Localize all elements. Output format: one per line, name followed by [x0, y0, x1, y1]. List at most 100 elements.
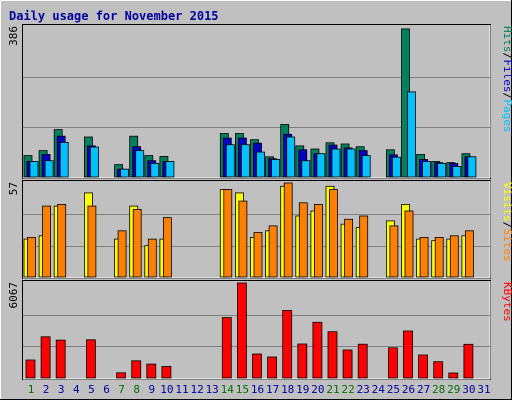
max-label-kbytes: 6067 — [7, 282, 20, 309]
bar-pages-day-21 — [331, 148, 341, 178]
bar-pages-day-2 — [44, 160, 54, 178]
day-label-24: 24 — [372, 383, 386, 396]
legend-kbytes: KBytes — [501, 282, 512, 322]
day-label-23: 23 — [357, 383, 370, 396]
day-label-3: 3 — [58, 383, 65, 396]
legend-item-sites: Sites — [501, 229, 512, 262]
day-label-27: 27 — [417, 383, 430, 396]
bar-pages-day-20 — [316, 153, 326, 178]
bar-sites-day-16 — [253, 232, 263, 278]
chart-title: Daily usage for November 2015 — [9, 9, 219, 23]
day-label-10: 10 — [160, 383, 173, 396]
bar-sites-day-7 — [117, 230, 127, 278]
legend-separator: / — [501, 52, 512, 59]
bar-kbytes-day-19 — [297, 343, 308, 379]
bar-kbytes-day-27 — [418, 354, 429, 379]
bar-pages-day-14 — [225, 144, 235, 178]
bar-kbytes-day-8 — [131, 360, 142, 379]
day-label-13: 13 — [206, 383, 219, 396]
bar-sites-day-26 — [404, 210, 414, 278]
bar-sites-day-20 — [313, 203, 323, 278]
bar-sites-day-25 — [389, 225, 399, 278]
bar-sites-day-14 — [223, 189, 233, 278]
bar-kbytes-day-22 — [342, 349, 353, 379]
bar-kbytes-day-29 — [448, 372, 459, 379]
day-label-8: 8 — [133, 383, 140, 396]
bar-kbytes-day-14 — [221, 317, 232, 379]
day-label-21: 21 — [326, 383, 339, 396]
day-label-14: 14 — [221, 383, 235, 396]
bar-kbytes-day-23 — [357, 343, 368, 379]
bar-kbytes-day-7 — [116, 372, 126, 379]
bar-sites-day-18 — [283, 182, 293, 278]
bar-sites-day-22 — [344, 218, 354, 278]
legend-visits-sites: Visits/Sites — [501, 182, 512, 262]
bar-sites-day-15 — [238, 200, 248, 278]
bar-sites-day-27 — [419, 236, 429, 278]
bar-pages-day-27 — [422, 161, 432, 178]
bar-sites-day-23 — [359, 215, 369, 278]
bar-pages-day-26 — [407, 91, 416, 178]
bar-sites-day-19 — [298, 202, 308, 278]
bar-pages-day-25 — [391, 156, 401, 178]
bar-sites-day-8 — [132, 208, 142, 278]
legend-item-files: Files — [501, 59, 512, 92]
day-label-11: 11 — [175, 383, 188, 396]
bar-pages-day-22 — [346, 148, 356, 178]
day-label-15: 15 — [236, 383, 249, 396]
bar-sites-day-2 — [42, 205, 51, 278]
day-label-28: 28 — [432, 383, 445, 396]
bar-kbytes-day-30 — [463, 343, 474, 379]
legend-separator: / — [501, 92, 512, 99]
bar-pages-day-10 — [165, 161, 175, 178]
bar-pages-day-16 — [256, 151, 265, 178]
max-label-hits-files-pages: 386 — [7, 26, 20, 46]
day-label-25: 25 — [387, 383, 400, 396]
bar-kbytes-day-17 — [267, 356, 278, 379]
bar-pages-day-9 — [150, 162, 160, 178]
bar-pages-day-30 — [467, 156, 477, 178]
legend-hits-files-pages: Hits/Files/Pages — [501, 26, 512, 133]
day-label-31: 31 — [477, 383, 490, 396]
legend-item-hits: Hits — [501, 26, 512, 53]
bar-kbytes-day-16 — [252, 353, 262, 379]
bar-sites-day-30 — [464, 230, 474, 278]
bar-pages-day-15 — [240, 144, 250, 178]
day-label-12: 12 — [190, 383, 203, 396]
bar-kbytes-day-20 — [312, 321, 323, 379]
bar-sites-day-21 — [329, 189, 338, 278]
bar-pages-day-7 — [120, 168, 129, 178]
day-label-29: 29 — [447, 383, 460, 396]
bar-pages-day-18 — [286, 136, 296, 178]
bar-pages-day-29 — [452, 166, 462, 178]
bar-sites-day-17 — [268, 225, 278, 278]
bar-kbytes-day-21 — [327, 331, 338, 379]
day-label-30: 30 — [462, 383, 475, 396]
legend-item-pages: Pages — [501, 99, 512, 132]
bar-pages-day-1 — [29, 161, 39, 178]
bar-kbytes-day-1 — [25, 359, 36, 379]
bar-kbytes-day-25 — [387, 347, 398, 379]
day-label-16: 16 — [251, 383, 264, 396]
bar-kbytes-day-10 — [161, 365, 172, 379]
bar-sites-day-28 — [434, 236, 444, 278]
day-label-6: 6 — [103, 383, 110, 396]
bar-pages-day-5 — [90, 146, 99, 178]
bar-kbytes-day-2 — [40, 336, 51, 379]
day-label-22: 22 — [341, 383, 354, 396]
bar-sites-day-5 — [87, 205, 97, 278]
bar-pages-day-23 — [361, 155, 371, 178]
bar-pages-day-17 — [271, 159, 281, 178]
legend-item-visits: Visits — [501, 182, 512, 222]
bar-sites-day-1 — [27, 236, 36, 278]
day-label-18: 18 — [281, 383, 294, 396]
bar-sites-day-3 — [57, 203, 67, 278]
legend-separator: / — [501, 222, 512, 229]
bar-sites-day-10 — [162, 217, 172, 278]
bar-kbytes-day-3 — [55, 339, 66, 379]
bar-pages-day-3 — [59, 141, 69, 178]
bar-kbytes-day-26 — [403, 330, 413, 379]
bar-pages-day-8 — [135, 150, 145, 178]
bar-kbytes-day-15 — [236, 282, 247, 379]
